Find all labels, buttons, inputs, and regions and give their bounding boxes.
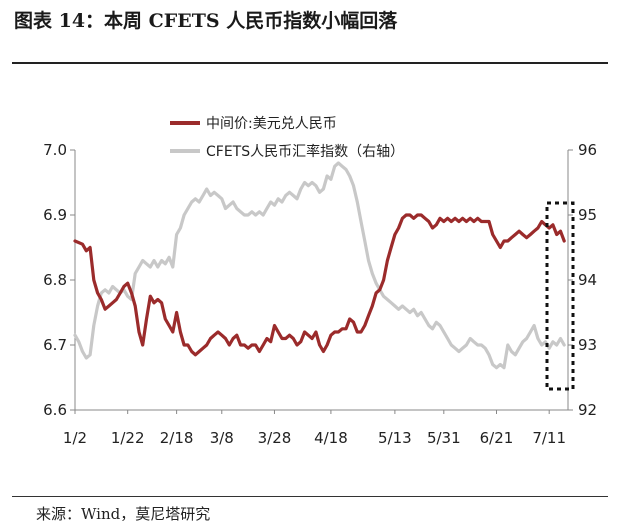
x-tick-label: 5/13 [378, 429, 412, 447]
x-tick-label: 1/22 [111, 429, 145, 447]
chart-legend: 中间价:美元兑人民币 CFETS人民币汇率指数（右轴） [170, 116, 404, 160]
chart-annotations [545, 201, 575, 391]
legend-label: 中间价:美元兑人民币 [206, 116, 337, 132]
x-tick-label: 1/2 [63, 429, 87, 447]
y-left-tick-label: 7.0 [43, 141, 67, 159]
usdcny-midpoint-line [73, 213, 566, 357]
y-right-tick-label: 92 [578, 401, 597, 419]
chart-series [73, 161, 566, 370]
highlight-box [545, 201, 575, 391]
chart-axes: 6.6 6.7 6.8 6.9 7.0 92 93 94 95 96 1/2 1/22 2/18 3/8 3… [43, 141, 597, 447]
x-tick-label: 3/8 [210, 429, 234, 447]
y-left-tick-label: 6.7 [43, 336, 67, 354]
title-divider [12, 62, 608, 64]
source-divider [12, 496, 608, 497]
x-tick-label: 7/11 [532, 429, 566, 447]
x-tick-label: 6/21 [480, 429, 514, 447]
y-left-tick-label: 6.9 [43, 206, 67, 224]
x-tick-label: 4/18 [314, 429, 348, 447]
x-tick-label: 2/18 [160, 429, 194, 447]
y-left-tick-label: 6.8 [43, 271, 67, 289]
legend-label: CFETS人民币汇率指数（右轴） [206, 143, 404, 160]
source-note: 来源：Wind，莫尼塔研究 [36, 505, 211, 523]
cfets-index-line [73, 161, 566, 370]
y-right-tick-label: 96 [578, 141, 597, 159]
x-tick-label: 5/31 [427, 429, 461, 447]
y-right-tick-label: 94 [578, 271, 597, 289]
x-tick-label: 3/28 [258, 429, 292, 447]
y-left-tick-label: 6.6 [43, 401, 67, 419]
y-right-tick-label: 93 [578, 336, 597, 354]
figure-title: 图表 14：本周 CFETS 人民币指数小幅回落 [14, 10, 398, 32]
y-right-tick-label: 95 [578, 206, 597, 224]
